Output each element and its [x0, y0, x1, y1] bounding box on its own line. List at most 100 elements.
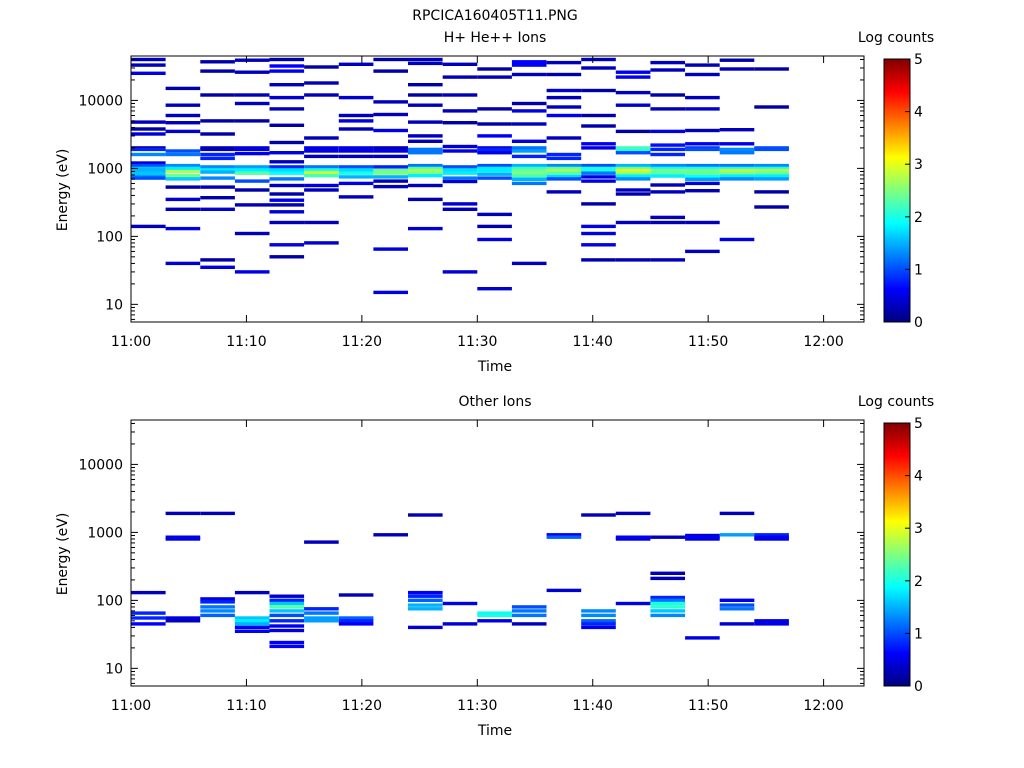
heatmap-cell: [546, 177, 582, 181]
heatmap-cell: [650, 576, 685, 581]
heatmap-cell: [269, 640, 305, 645]
heatmap-cell: [373, 69, 408, 73]
heatmap-cell: [477, 611, 512, 615]
heatmap-cell: [615, 146, 651, 150]
heatmap-cell: [719, 177, 755, 181]
heatmap-cell: [754, 177, 789, 181]
colorbar: 0 1 2 3 4 5: [883, 416, 923, 695]
heatmap-cell: [165, 197, 201, 202]
heatmap-cell: [615, 192, 651, 196]
heatmap-cell: [269, 160, 305, 164]
heatmap-cell: [546, 88, 582, 93]
heatmap-cell: [408, 168, 443, 173]
heatmap-cell: [477, 613, 512, 618]
heatmap-cell: [511, 174, 547, 178]
heatmap-cell: [719, 168, 755, 173]
heatmap-cell: [477, 619, 512, 623]
heatmap-cell: [754, 622, 789, 626]
heatmap-cell: [719, 142, 755, 146]
heatmap-cell: [685, 220, 720, 225]
heatmap-cell: [234, 622, 270, 626]
heatmap-cell: [615, 151, 651, 155]
heatmap-cell: [477, 168, 512, 173]
heatmap-cell: [131, 120, 166, 124]
y-axis-label: Energy (eV): [55, 513, 71, 596]
heatmap-cell: [338, 149, 374, 153]
heatmap-cell: [581, 619, 616, 623]
heatmap-cell: [650, 171, 685, 175]
heatmap-cell: [685, 168, 720, 173]
heatmap-cell: [615, 258, 651, 262]
heatmap-cell: [685, 177, 720, 181]
heatmap-cell: [408, 607, 443, 611]
heatmap-cell: [442, 168, 478, 172]
heatmap-cell: [477, 147, 512, 152]
heatmap-cell: [165, 169, 201, 174]
heatmap-cell: [581, 146, 616, 150]
colorbar-tick-label: 2: [914, 574, 923, 590]
heatmap-cell: [165, 113, 201, 118]
heatmap-cell: [615, 171, 651, 175]
heatmap-cell: [581, 168, 616, 172]
heatmap-cell: [581, 224, 616, 229]
heatmap-cell: [131, 168, 166, 172]
heatmap-cell: [581, 513, 616, 517]
heatmap-cell: [719, 171, 755, 175]
heatmap-cell: [442, 75, 478, 79]
heatmap-cell: [511, 146, 547, 150]
heatmap-cell: [269, 171, 305, 175]
colorbar-tick-label: 4: [914, 105, 923, 121]
heatmap-cell: [511, 163, 547, 168]
panel-other-ions: Other Ions 11:00 11:10 11:20 11:30 11:40 11:5…: [55, 394, 934, 739]
heatmap-cell: [719, 163, 755, 168]
heatmap-cell: [304, 154, 339, 159]
heatmap-cell: [442, 149, 478, 153]
heatmap-cell: [650, 595, 685, 600]
heatmap-cell: [269, 601, 305, 606]
heatmap-cell: [373, 154, 408, 159]
heatmap-cell: [442, 171, 478, 175]
heatmap-cell: [754, 619, 789, 623]
heatmap-cell: [685, 171, 720, 175]
heatmap-cell: [650, 93, 685, 97]
heatmap-cell: [650, 601, 685, 606]
heatmap-cell: [165, 121, 201, 125]
heatmap-cell: [304, 136, 339, 140]
heatmap-cell: [650, 129, 685, 134]
heatmap-cell: [408, 103, 443, 107]
heatmap-cell: [131, 127, 166, 131]
y-tick-label: 1000: [87, 525, 123, 541]
heatmap-cell: [477, 107, 512, 111]
heatmap-cell: [338, 195, 374, 199]
heatmap-cell: [304, 149, 339, 153]
heatmap-cell: [650, 215, 685, 220]
heatmap-cell: [650, 152, 685, 157]
heatmap-cell: [304, 616, 339, 620]
x-tick-label: 11:20: [342, 334, 382, 350]
heatmap-cell: [304, 81, 339, 85]
heatmap-cell: [338, 62, 374, 66]
panel-h-he-ions: H+ He++ Ions 11:00 11:10 11:20 11:30 11:40 11…: [55, 30, 934, 375]
heatmap-cell: [234, 165, 270, 169]
heatmap-cell: [615, 129, 651, 134]
heatmap-cell: [615, 220, 651, 225]
heatmap-cell: [131, 590, 166, 595]
heatmap-cells: [131, 57, 789, 295]
heatmap-cell: [408, 61, 443, 66]
heatmap-cell: [754, 67, 789, 71]
heatmap-cell: [477, 67, 512, 71]
heatmap-cell: [511, 60, 547, 64]
heatmap-cell: [511, 122, 547, 126]
heatmap-cell: [131, 63, 166, 67]
heatmap-cell: [442, 207, 478, 211]
heatmap-cell: [546, 156, 582, 161]
y-tick-label: 100: [96, 229, 123, 245]
heatmap-cell: [200, 93, 235, 97]
heatmap-cell: [511, 181, 547, 186]
heatmap-cell: [338, 171, 374, 175]
heatmap-cell: [269, 628, 305, 633]
x-tick-label: 12:00: [803, 698, 843, 714]
heatmap-cell: [131, 57, 166, 62]
colorbar-gradient: [883, 422, 911, 687]
x-axis-label: Time: [477, 723, 512, 739]
